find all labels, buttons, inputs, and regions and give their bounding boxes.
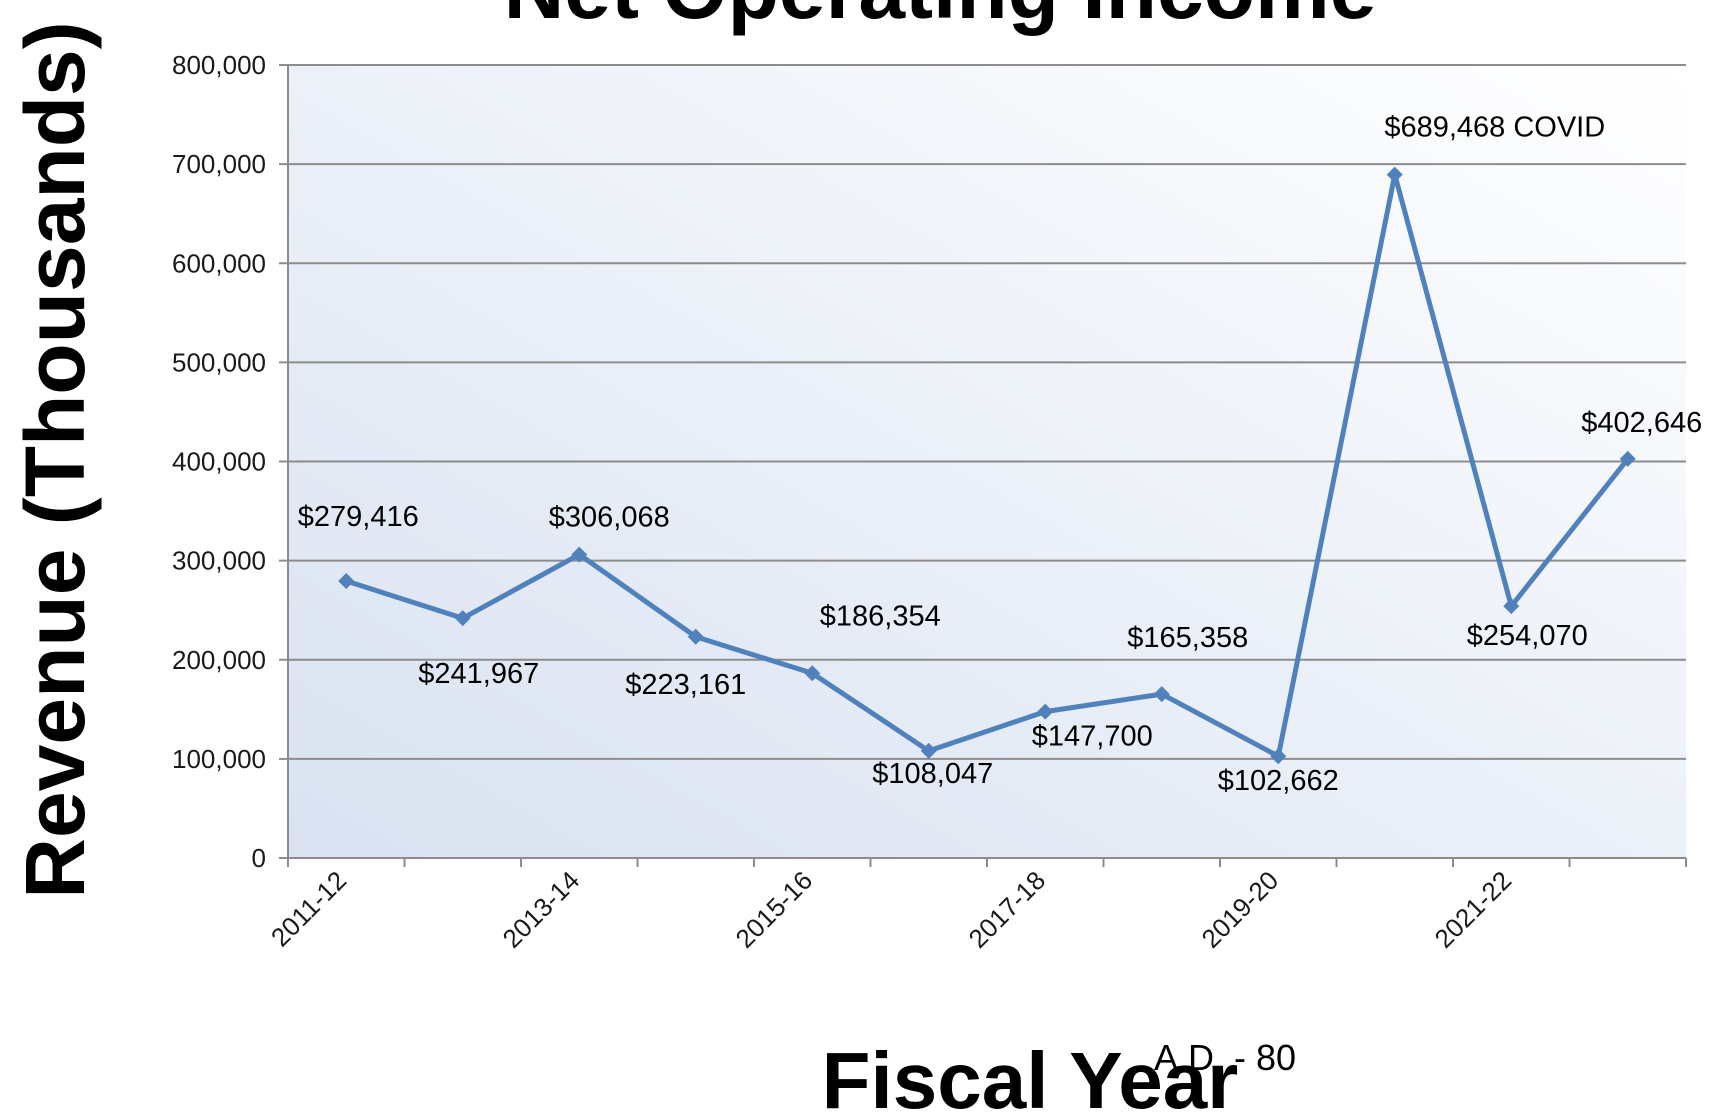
x-tick-label: 2019-20 bbox=[1196, 865, 1285, 954]
data-label: $108,047 bbox=[872, 758, 993, 790]
data-point bbox=[920, 742, 937, 759]
y-tick-label: 700,000 bbox=[172, 149, 266, 179]
y-tick-label: 400,000 bbox=[172, 447, 266, 477]
series-line bbox=[345, 172, 1630, 759]
y-tick-label: 100,000 bbox=[172, 744, 266, 774]
data-label: $102,662 bbox=[1218, 765, 1339, 797]
y-tick-label: 200,000 bbox=[172, 645, 266, 675]
data-point bbox=[1153, 686, 1170, 703]
data-labels: $279,416 $241,967 $306,068 $223,161 $186,354… bbox=[298, 112, 1702, 798]
data-point bbox=[454, 610, 471, 627]
page-reference: A.D. - 80 bbox=[1154, 1037, 1296, 1078]
data-label: $241,967 bbox=[418, 658, 539, 690]
data-point bbox=[1386, 166, 1403, 183]
data-label: $279,416 bbox=[298, 501, 419, 533]
data-point bbox=[1037, 703, 1054, 720]
series-net-operating-income bbox=[338, 166, 1636, 765]
gridlines bbox=[288, 64, 1686, 760]
data-point bbox=[1503, 598, 1520, 615]
data-point bbox=[1619, 450, 1636, 467]
data-point bbox=[571, 546, 588, 563]
axes bbox=[279, 64, 1687, 867]
x-axis-label: Fiscal Year bbox=[822, 1036, 1239, 1115]
data-point bbox=[687, 628, 704, 645]
y-tick-label: 0 bbox=[252, 843, 266, 873]
data-label: $689,468 COVID bbox=[1384, 112, 1605, 144]
data-point bbox=[1270, 748, 1287, 765]
x-tick-label: 2013-14 bbox=[497, 865, 586, 954]
data-point bbox=[338, 573, 355, 590]
data-point bbox=[804, 665, 821, 682]
y-tick-label: 300,000 bbox=[172, 546, 266, 576]
x-tick-label: 2011-12 bbox=[265, 865, 352, 952]
y-tick-label: 600,000 bbox=[172, 248, 266, 278]
x-tick-label: 2021-22 bbox=[1429, 865, 1518, 954]
y-tick-labels: 0 100,000 200,000 300,000 400,000 500,000 600,… bbox=[172, 50, 266, 873]
data-label: $306,068 bbox=[549, 502, 670, 534]
data-label: $147,700 bbox=[1032, 721, 1153, 753]
data-label: $186,354 bbox=[820, 600, 941, 632]
data-label: $254,070 bbox=[1467, 620, 1588, 652]
data-label: $165,358 bbox=[1127, 622, 1248, 654]
x-tick-labels: 2011-12 2013-14 2015-16 2017-18 2019-20 2021-… bbox=[265, 865, 1517, 954]
x-tick-label: 2015-16 bbox=[730, 865, 819, 954]
data-label: $402,646 bbox=[1581, 407, 1702, 439]
chart-title: Net Operating Income bbox=[504, 0, 1377, 36]
x-tick-label: 2017-18 bbox=[963, 865, 1052, 954]
y-axis-label: Revenue (Thousands) bbox=[8, 21, 102, 898]
y-tick-label: 500,000 bbox=[172, 347, 266, 377]
y-tick-label: 800,000 bbox=[172, 50, 266, 80]
data-label: $223,161 bbox=[625, 669, 746, 701]
